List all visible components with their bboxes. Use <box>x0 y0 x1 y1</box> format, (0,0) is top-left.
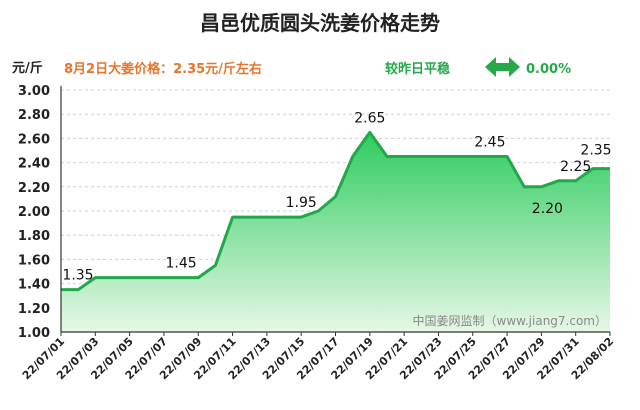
left-right-arrow-icon <box>485 57 520 77</box>
price-info: 8月2日大姜价格：2.35元/斤左右 <box>64 61 262 77</box>
series-line <box>61 130 610 292</box>
y-tick-label: 3.00 <box>18 84 50 99</box>
data-label: 2.65 <box>354 110 385 126</box>
area-fill <box>61 132 610 332</box>
data-labels: 1.35 1.45 1.95 2.65 2.45 2.20 2.252.35 <box>62 110 611 283</box>
data-label: 1.35 <box>62 268 93 284</box>
x-tick-labels: 22/07/0122/07/0322/07/0522/07/0722/07/09… <box>20 332 616 382</box>
data-label: 2.45 <box>474 135 505 151</box>
y-tick-label: 1.00 <box>18 326 50 341</box>
y-tick-label: 2.40 <box>18 157 50 172</box>
y-axis-unit: 元/斤 <box>12 60 43 76</box>
data-label: 2.35 <box>580 143 611 159</box>
change-label: 较昨日平稳 <box>385 61 450 77</box>
data-label: 2.20 <box>532 201 563 217</box>
y-tick-label: 2.20 <box>18 181 50 196</box>
watermark: 中国姜网监制（www.jiang7.com） <box>413 313 607 328</box>
data-label: 1.95 <box>286 195 317 211</box>
chart-title: 昌邑优质圆头洗姜价格走势 <box>200 11 440 35</box>
data-label: 1.45 <box>166 256 197 272</box>
y-tick-labels: 3.00 2.80 2.60 2.40 2.20 2.00 1.80 1.60 1.40 1.20… <box>18 84 50 341</box>
y-tick-label: 2.80 <box>18 108 50 123</box>
y-tick-label: 2.00 <box>18 205 50 220</box>
change-value: 0.00% <box>526 62 571 77</box>
y-tick-label: 1.40 <box>18 278 50 293</box>
y-tick-label: 2.60 <box>18 132 50 147</box>
y-tick-label: 1.60 <box>18 253 50 268</box>
y-tick-label: 1.80 <box>18 229 50 244</box>
data-label: 2.25 <box>560 159 591 175</box>
y-tick-label: 1.20 <box>18 302 50 317</box>
